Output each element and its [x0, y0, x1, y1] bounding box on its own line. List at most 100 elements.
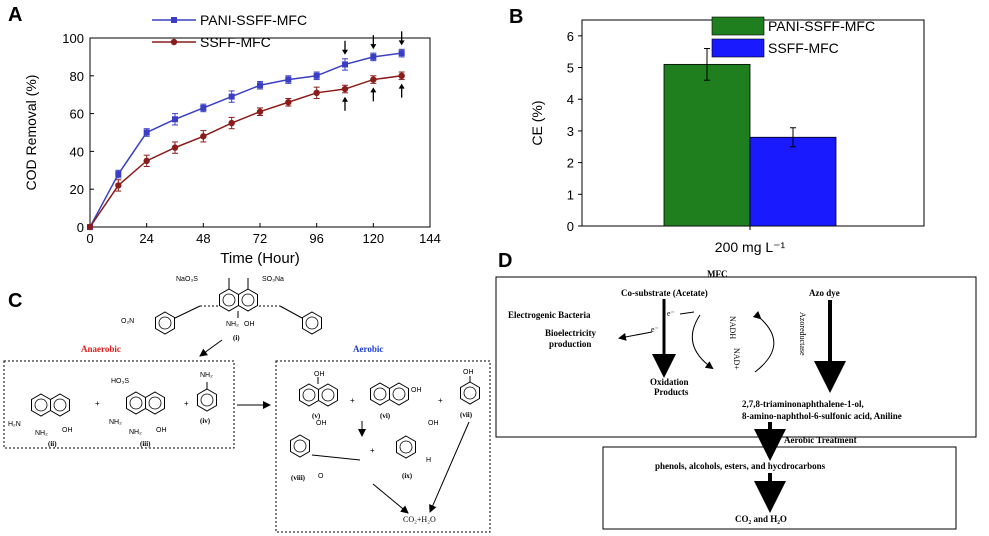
svg-text:H₂N: H₂N: [8, 421, 21, 428]
svg-text:(viii): (viii): [291, 474, 306, 482]
compound-vii: OH (vii): [460, 369, 480, 419]
compound-iv: NH₂ (iv): [197, 372, 217, 425]
data-point: [86, 223, 94, 231]
bioelectricity-line2: production: [549, 339, 591, 349]
legend-marker: [170, 38, 178, 46]
x-tick-label: 24: [139, 231, 153, 246]
compound-i-oh: OH: [244, 321, 255, 328]
arrow-head: [398, 40, 405, 46]
panel-label-c: C: [8, 290, 23, 312]
data-point: [370, 76, 377, 83]
nad-plus-label: NAD+: [732, 348, 741, 370]
x-tick-label: 96: [309, 231, 323, 246]
y-tick-label: 5: [567, 61, 574, 76]
svg-text:(vi): (vi): [380, 412, 391, 420]
bar-1: [749, 136, 837, 227]
cosubstrate-label: Co-substrate (Acetate): [621, 288, 708, 298]
panel-label-b: B: [509, 6, 524, 28]
compound-i-label: (i): [233, 334, 240, 342]
x-tick-label: 0: [86, 231, 93, 246]
svg-text:OH: OH: [463, 369, 474, 376]
data-point: [256, 108, 264, 115]
svg-text:+: +: [370, 446, 375, 455]
compound-iii: HO₃S NH₂ NH₂ OH (iii): [109, 378, 167, 448]
legend-label: SSFF-MFC: [200, 34, 271, 50]
svg-text:(iv): (iv): [200, 417, 211, 425]
series-line-1: [89, 75, 402, 228]
data-point: [228, 93, 235, 100]
data-point: [172, 116, 178, 123]
svg-text:NH₂: NH₂: [200, 372, 213, 379]
svg-text:O: O: [318, 473, 324, 480]
svg-text:OH: OH: [156, 427, 167, 434]
panel-label-a: A: [8, 4, 23, 26]
y-tick-label: 20: [70, 182, 84, 197]
compound-i-nh2: NH₂: [226, 321, 239, 328]
y-tick-label: 2: [567, 156, 574, 171]
svg-text:+: +: [438, 396, 443, 405]
oxidation-line1: Oxidation: [650, 377, 689, 387]
y-tick-label: 3: [567, 124, 574, 139]
svg-text:H: H: [426, 457, 431, 464]
e-minus-1: e⁻: [667, 309, 675, 318]
data-point: [115, 171, 122, 178]
data-point: [398, 72, 405, 80]
legend-swatch: [711, 38, 765, 58]
data-point: [285, 76, 292, 83]
y-axis-label: COD Removal (%): [23, 75, 39, 191]
arrow-head: [342, 96, 348, 102]
data-point: [370, 53, 377, 60]
svg-text:(vii): (vii): [460, 411, 473, 419]
e-minus-2: e⁻: [651, 325, 659, 334]
arrow-head: [370, 87, 377, 93]
svg-text:OH: OH: [62, 427, 73, 434]
anaerobic-title: Anaerobic: [81, 344, 121, 354]
y-tick-label: 0: [567, 219, 574, 234]
legend-label: PANI-SSFF-MFC: [768, 18, 875, 34]
legend-swatch: [711, 16, 765, 36]
svg-text:(iii): (iii): [140, 440, 151, 448]
data-point: [285, 99, 292, 106]
data-point: [143, 129, 150, 136]
data-point: [257, 82, 263, 89]
nadh-label: NADH: [728, 316, 737, 339]
x-tick-label: 120: [362, 231, 384, 246]
x-tick-label: 48: [196, 231, 210, 246]
svg-text:(ii): (ii): [48, 440, 57, 448]
compound-vi: OH (vi): [370, 382, 422, 420]
data-point: [200, 104, 207, 111]
svg-text:NH₂: NH₂: [35, 430, 48, 437]
anaerobic-box: [3, 360, 235, 449]
x-tick-label: 72: [253, 231, 267, 246]
y-tick-label: 80: [70, 69, 84, 84]
data-point: [341, 85, 349, 93]
compound-i-no2: O₂N: [121, 318, 134, 325]
svg-text:NH₂: NH₂: [109, 419, 122, 426]
compound-i: NaO₃S SO₃Na O₂N NH₂ OH (i): [121, 276, 322, 342]
data-point: [200, 133, 207, 140]
data-point: [313, 89, 320, 97]
aerobic-box-d: [602, 446, 957, 530]
azoreductase-label: Azoreductase: [798, 312, 807, 356]
compound-v: OH (v): [299, 371, 338, 420]
products-line1: 2,7,8-triaminonaphthalene-1-ol,: [742, 399, 864, 409]
azo-dye-label: Azo dye: [809, 288, 840, 298]
aerobic-treatment-label: Aerobic Treatment: [784, 435, 857, 445]
compound-i-so3na-right: SO₃Na: [262, 276, 284, 283]
plus-anaerobic-1: +: [95, 399, 100, 408]
x-tick-label: 200 mg L⁻¹: [715, 239, 786, 255]
compound-i-so3na-left: NaO₃S: [176, 276, 198, 283]
compound-ix: OH H (ix): [396, 420, 439, 480]
product-co2-h2o: CO₂+H₂O: [403, 515, 436, 524]
data-point: [171, 144, 179, 151]
y-tick-label: 60: [70, 107, 84, 122]
svg-text:OH: OH: [428, 420, 439, 427]
mfc-box: [495, 276, 977, 438]
phenols-label: phenols, alcohols, esters, and hycdrocar…: [655, 461, 826, 471]
oxidation-line2: Products: [654, 387, 689, 397]
svg-text:(ix): (ix): [402, 472, 413, 480]
products-line2: 8-amino-naphthol-6-sulfonic acid, Anilin…: [742, 411, 902, 421]
